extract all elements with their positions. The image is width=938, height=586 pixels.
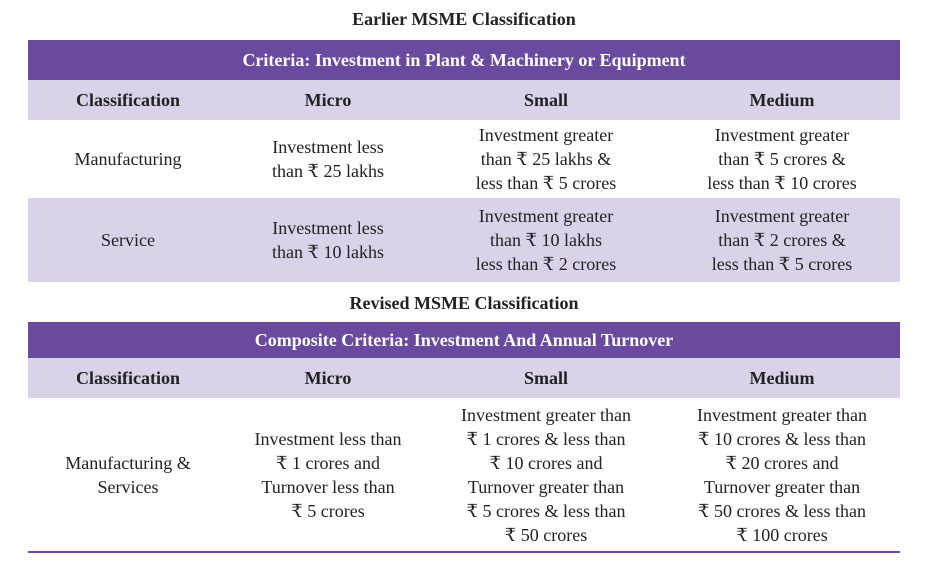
earlier-criteria-header: Criteria: Investment in Plant & Machiner… <box>28 40 901 80</box>
text-line: ₹ 50 crores <box>504 524 588 545</box>
table-row-manufacturing-services: Manufacturing & Services Investment less… <box>28 398 901 552</box>
text-line: ₹ 20 crores and <box>725 452 839 473</box>
column-header-classification: Classification <box>28 358 228 398</box>
text-line: ₹ 5 crores & less than <box>466 500 626 521</box>
row-label-manufacturing-services: Manufacturing & Services <box>28 398 228 552</box>
revised-title: Revised MSME Classification <box>349 293 579 313</box>
column-header-small: Small <box>428 358 664 398</box>
text-line: than ₹ 10 lakhs <box>272 242 384 262</box>
text-line: Services <box>97 476 159 497</box>
text-line: Investment less <box>272 218 384 238</box>
cell-revised-small: Investment greater than ₹ 1 crores & les… <box>428 398 664 552</box>
text-line: Investment greater <box>478 206 614 226</box>
cell-service-medium: Investment greater than ₹ 2 crores & les… <box>664 198 901 282</box>
text-line: ₹ 10 crores and <box>489 452 603 473</box>
text-line: less than ₹ 5 crores <box>711 254 853 274</box>
cell-manufacturing-small: Investment greater than ₹ 25 lakhs & les… <box>428 120 664 198</box>
column-header-medium: Medium <box>664 358 901 398</box>
row-label-service: Service <box>28 198 228 282</box>
text-line: than ₹ 25 lakhs <box>272 161 384 181</box>
cell-revised-medium: Investment greater than ₹ 10 crores & le… <box>664 398 901 552</box>
cell-revised-micro: Investment less than ₹ 1 crores and Turn… <box>228 398 428 552</box>
text-line: Turnover greater than <box>703 476 861 497</box>
text-line: ₹ 1 crores & less than <box>466 428 626 449</box>
column-header-classification: Classification <box>28 80 228 120</box>
row-label-manufacturing: Manufacturing <box>28 120 228 198</box>
column-header-micro: Micro <box>228 358 428 398</box>
column-header-micro: Micro <box>228 80 428 120</box>
text-line: Turnover greater than <box>467 476 625 497</box>
column-header-small: Small <box>428 80 664 120</box>
text-line: ₹ 50 crores & less than <box>698 500 866 521</box>
text-line: less than ₹ 10 crores <box>707 173 857 193</box>
text-line: Investment greater <box>714 206 850 226</box>
text-line: than ₹ 2 crores & <box>718 230 846 250</box>
earlier-title: Earlier MSME Classification <box>352 9 576 29</box>
text-line: Investment greater than <box>697 404 867 425</box>
text-line: Investment greater <box>478 125 614 145</box>
cell-manufacturing-micro: Investment less than ₹ 25 lakhs <box>228 120 428 198</box>
text-line: ₹ 1 crores and <box>276 452 380 473</box>
text-line: Turnover less than <box>261 476 395 497</box>
revised-classification-table: Composite Criteria: Investment And Annua… <box>28 322 901 553</box>
text-line: ₹ 10 crores & less than <box>698 428 866 449</box>
cell-manufacturing-medium: Investment greater than ₹ 5 crores & les… <box>664 120 901 198</box>
text-line: than ₹ 5 crores & <box>718 149 846 169</box>
text-line: Manufacturing & <box>65 452 191 473</box>
table-row-service: Service Investment less than ₹ 10 lakhs … <box>28 198 901 282</box>
table-row-manufacturing: Manufacturing Investment less than ₹ 25 … <box>28 120 901 198</box>
text-line: than ₹ 10 lakhs <box>490 230 602 250</box>
revised-criteria-header: Composite Criteria: Investment And Annua… <box>28 322 901 358</box>
text-line: Investment greater <box>714 125 850 145</box>
text-line: ₹ 100 crores <box>736 524 828 545</box>
cell-service-micro: Investment less than ₹ 10 lakhs <box>228 198 428 282</box>
text-line: less than ₹ 5 crores <box>475 173 617 193</box>
text-line: less than ₹ 2 crores <box>475 254 617 274</box>
earlier-classification-table: Criteria: Investment in Plant & Machiner… <box>28 40 901 282</box>
text-line: than ₹ 25 lakhs & <box>480 149 612 169</box>
text-line: ₹ 5 crores <box>291 500 365 521</box>
text-line: Investment less <box>272 137 384 157</box>
text-line: Investment greater than <box>461 404 631 425</box>
cell-service-small: Investment greater than ₹ 10 lakhs less … <box>428 198 664 282</box>
column-header-medium: Medium <box>664 80 901 120</box>
text-line: Investment less than <box>254 428 402 449</box>
